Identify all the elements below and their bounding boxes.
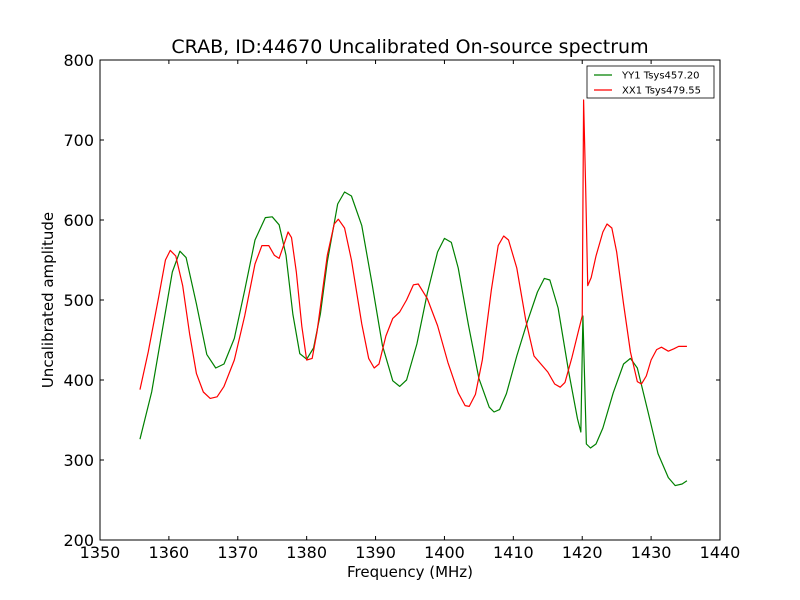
legend: YY1 Tsys457.20 XX1 Tsys479.55 [586,65,715,99]
x-axis: 1350 1360 1370 1380 1390 1400 1410 1420 1430 1440 [80,60,741,562]
y-tick-label: 200 [63,531,94,550]
y-tick-label: 700 [63,131,94,150]
x-tick-label: 1360 [149,543,190,562]
y-axis-label: Uncalibrated amplitude [39,212,57,388]
x-tick-label: 1380 [286,543,327,562]
y-tick-label: 800 [63,51,94,70]
legend-label-1: YY1 Tsys457.20 [621,71,700,82]
legend-box [586,65,715,99]
chart-title: CRAB, ID:44670 Uncalibrated On-source sp… [171,36,648,58]
legend-label-2: XX1 Tsys479.55 [622,86,701,97]
x-tick-label: 1400 [424,543,465,562]
x-tick-label: 1350 [80,543,121,562]
y-tick-label: 500 [63,291,94,310]
y-tick-label: 400 [63,371,94,390]
series-line-1 [139,191,688,487]
x-axis-label: Frequency (MHz) [347,563,473,581]
series-line-2 [139,99,687,407]
y-axis: 200 300 400 500 600 700 800 [63,51,720,550]
y-tick-label: 300 [63,451,94,470]
x-tick-label: 1390 [355,543,396,562]
x-tick-label: 1420 [562,543,603,562]
x-tick-label: 1370 [217,543,258,562]
y-tick-label: 600 [63,211,94,230]
x-tick-label: 1440 [700,543,741,562]
plot-area [139,99,688,487]
x-tick-label: 1410 [493,543,534,562]
x-tick-label: 1430 [631,543,672,562]
